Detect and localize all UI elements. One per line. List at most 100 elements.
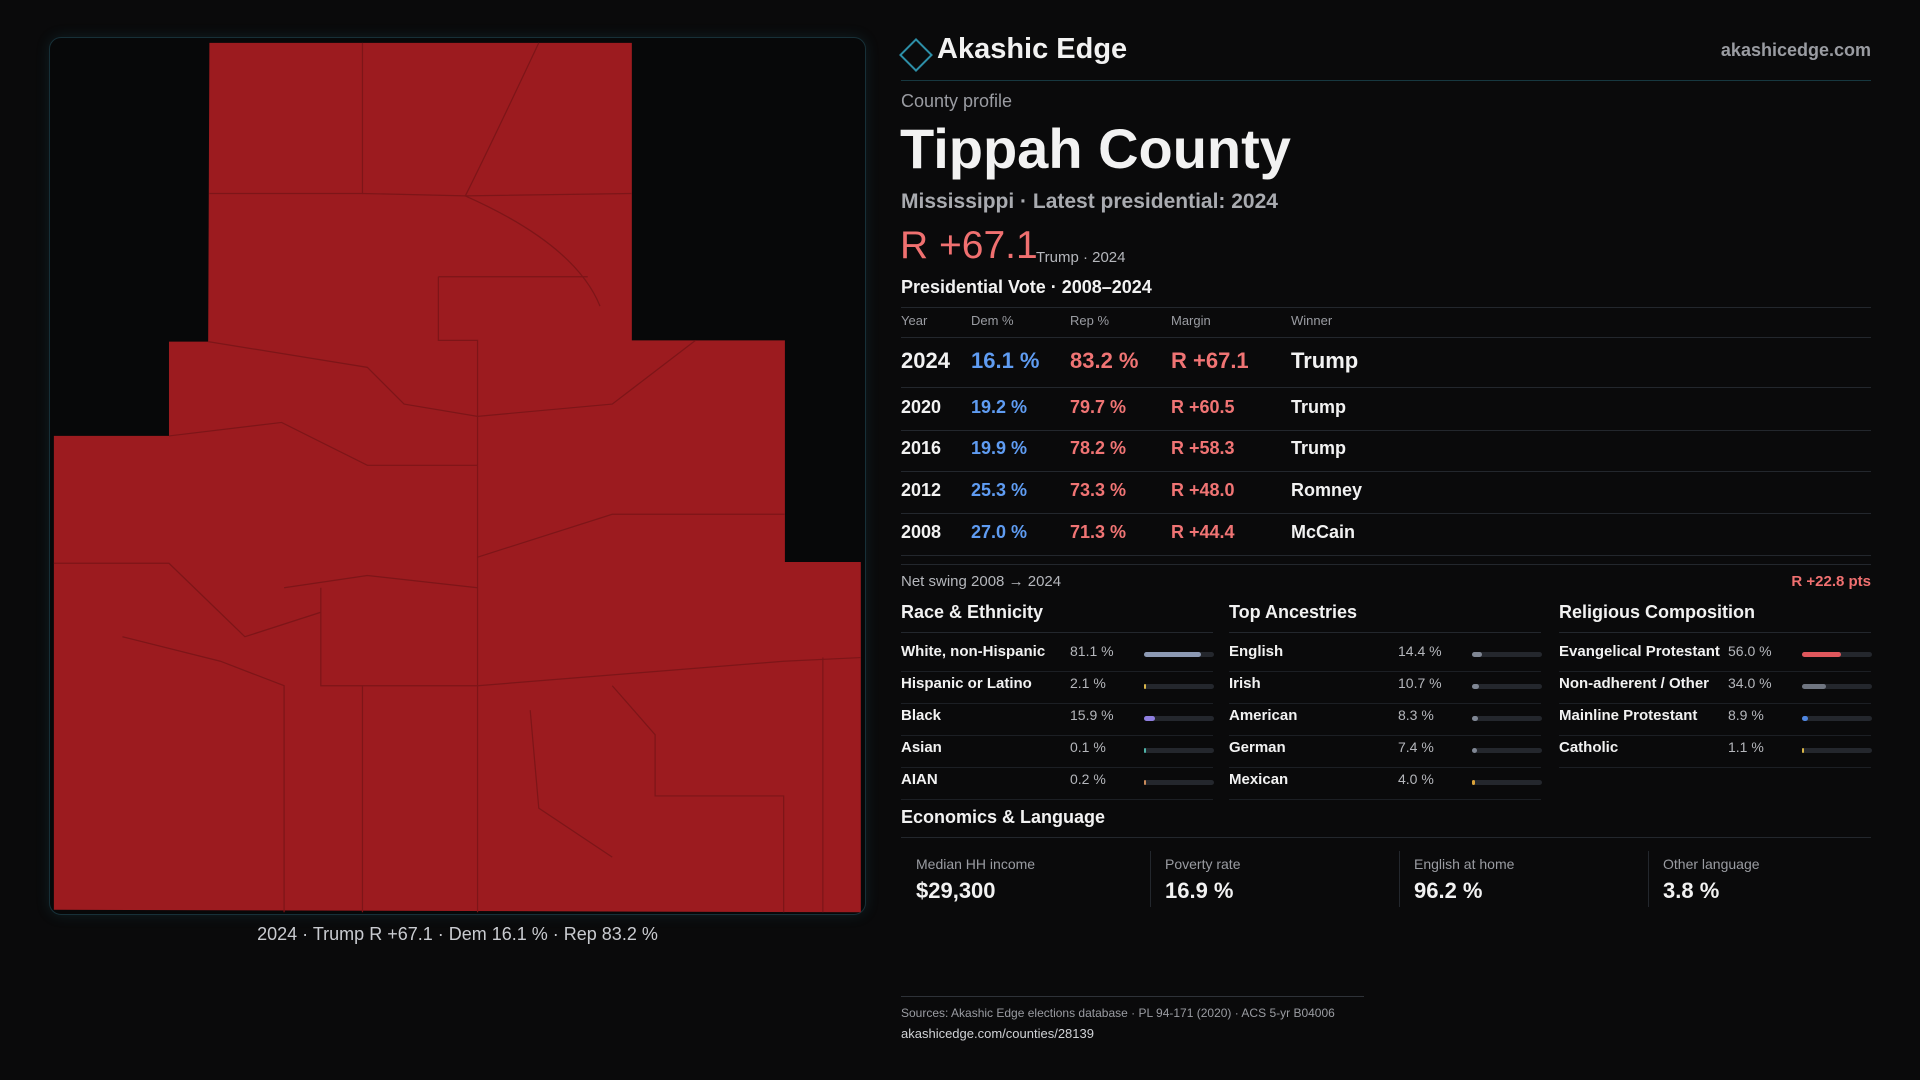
econ-rule — [901, 837, 1871, 838]
row-name: Evangelical Protestant — [1559, 643, 1720, 660]
row-rule — [901, 471, 1871, 472]
card-label: Poverty rate — [1165, 856, 1241, 872]
cell: R +48.0 — [1171, 480, 1235, 500]
row-name: Hispanic or Latino — [901, 675, 1032, 692]
table-rule — [901, 307, 1871, 308]
cell: R +44.4 — [1171, 522, 1235, 542]
sources: Sources: Akashic Edge elections database… — [901, 1006, 1335, 1020]
bar-track — [1802, 748, 1872, 753]
cell: 78.2 % — [1070, 438, 1127, 458]
section-rule — [1559, 632, 1871, 633]
row-value: 4.0 % — [1398, 771, 1434, 787]
row-value: 0.1 % — [1070, 739, 1106, 755]
bar-track — [1472, 748, 1542, 753]
row-rule — [1229, 767, 1541, 768]
bar — [1802, 652, 1842, 657]
card-value: 96.2 % — [1414, 878, 1483, 903]
swing-value: R +22.8 pts — [1791, 573, 1871, 590]
card-value: 3.8 % — [1663, 878, 1720, 903]
row-rule — [1559, 703, 1871, 704]
row-name: German — [1229, 739, 1286, 756]
bar — [1472, 748, 1478, 753]
cell: 25.3 % — [971, 480, 1028, 500]
footer-url: akashicedge.com/counties/28139 — [901, 1026, 1094, 1041]
bar — [1144, 684, 1146, 689]
column-header: Winner — [1291, 313, 1333, 328]
cell: R +58.3 — [1171, 438, 1235, 458]
headline-margin: R +67.1 — [900, 224, 1038, 267]
row-name: American — [1229, 707, 1298, 724]
logo — [899, 38, 933, 72]
section-rule — [1229, 632, 1541, 633]
bar-track — [1802, 684, 1872, 689]
row-rule — [901, 735, 1213, 736]
footer-rule — [901, 996, 1364, 997]
card-divider — [1648, 851, 1649, 907]
subtitle: Mississippi · Latest presidential: 2024 — [901, 190, 1278, 213]
row-name: Mexican — [1229, 771, 1289, 788]
cell: 19.2 % — [971, 397, 1028, 417]
cell: McCain — [1291, 522, 1356, 542]
row-name: Black — [901, 707, 942, 724]
bar-track — [1802, 716, 1872, 721]
bar — [1144, 716, 1156, 721]
map-caption: 2024 · Trump R +67.1 · Dem 16.1 % · Rep … — [257, 924, 658, 944]
column-header: Margin — [1171, 313, 1211, 328]
row-rule — [901, 703, 1213, 704]
row-value: 0.2 % — [1070, 771, 1106, 787]
section-title: Top Ancestries — [1229, 602, 1358, 622]
row-value: 10.7 % — [1398, 675, 1442, 691]
card-value: $29,300 — [916, 878, 996, 903]
bar — [1144, 780, 1146, 785]
cell: 73.3 % — [1070, 480, 1127, 500]
cell: 16.1 % — [971, 348, 1040, 373]
row-name: Irish — [1229, 675, 1261, 692]
column-header: Year — [901, 313, 928, 328]
row-name: Asian — [901, 739, 942, 756]
headline-note: Trump · 2024 — [1036, 249, 1126, 266]
column-header: Rep % — [1070, 313, 1110, 328]
bar — [1802, 748, 1804, 753]
row-rule — [901, 767, 1213, 768]
row-rule — [1559, 671, 1871, 672]
row-rule — [1559, 735, 1871, 736]
card-label: English at home — [1414, 856, 1515, 872]
year: 2012 — [901, 480, 942, 500]
cell: 27.0 % — [971, 522, 1028, 542]
row-value: 34.0 % — [1728, 675, 1772, 691]
year: 2016 — [901, 438, 942, 458]
card-label: Median HH income — [916, 856, 1036, 872]
section-title: Religious Composition — [1559, 602, 1755, 622]
year: 2008 — [901, 522, 942, 542]
row-rule — [901, 430, 1871, 431]
bar — [1802, 716, 1809, 721]
row-value: 81.1 % — [1070, 643, 1114, 659]
row-name: AIAN — [901, 771, 938, 788]
bar — [1144, 748, 1146, 753]
row-name: White, non-Hispanic — [901, 643, 1046, 660]
bar-track — [1144, 684, 1214, 689]
year: 2024 — [901, 348, 950, 373]
row-rule — [901, 387, 1871, 388]
row-value: 7.4 % — [1398, 739, 1434, 755]
cell: 19.9 % — [971, 438, 1028, 458]
row-value: 8.3 % — [1398, 707, 1434, 723]
row-rule — [901, 513, 1871, 514]
row-value: 56.0 % — [1728, 643, 1772, 659]
bar — [1472, 716, 1478, 721]
header-rule — [901, 80, 1871, 81]
bar-track — [1144, 748, 1214, 753]
bar-track — [1472, 716, 1542, 721]
map-shapes — [53, 42, 861, 913]
cell: Romney — [1291, 480, 1363, 500]
bar-track — [1472, 684, 1542, 689]
card-label: Other language — [1663, 856, 1760, 872]
section-title: Race & Ethnicity — [901, 602, 1044, 622]
econ-title: Economics & Language — [901, 807, 1106, 827]
cell: R +67.1 — [1171, 348, 1249, 373]
row-value: 2.1 % — [1070, 675, 1106, 691]
bar-track — [1144, 780, 1214, 785]
cell: 79.7 % — [1070, 397, 1127, 417]
row-rule — [1559, 767, 1871, 768]
